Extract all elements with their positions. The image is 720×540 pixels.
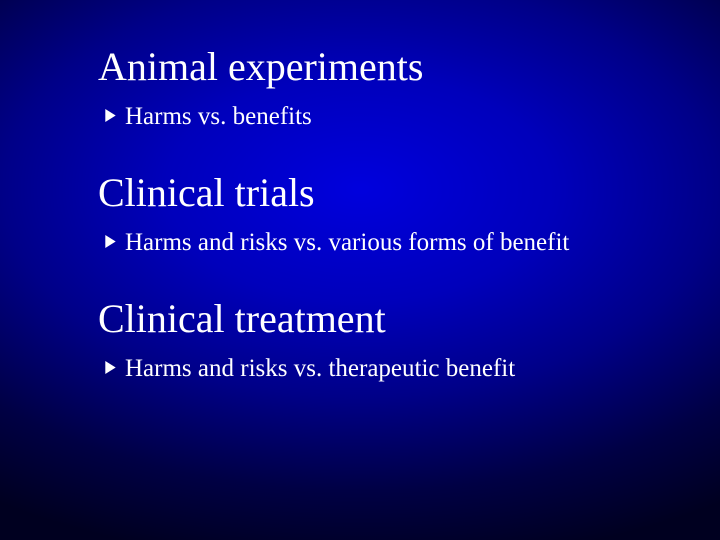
chevron-right-icon — [104, 109, 117, 127]
chevron-right-icon — [104, 361, 117, 379]
bullet-row: Harms and risks vs. therapeutic benefit — [98, 352, 720, 386]
heading-1: Clinical trials — [98, 170, 720, 216]
section-2: Clinical treatment Harms and risks vs. t… — [98, 296, 720, 386]
section-0: Animal experiments Harms vs. benefits — [98, 44, 720, 134]
bullet-text: Harms vs. benefits — [125, 100, 312, 134]
spacer — [98, 154, 720, 170]
slide: Animal experiments Harms vs. benefits Cl… — [0, 0, 720, 540]
bullet-text: Harms and risks vs. various forms of ben… — [125, 226, 569, 260]
heading-2: Clinical treatment — [98, 296, 720, 342]
bullet-row: Harms vs. benefits — [98, 100, 720, 134]
chevron-right-icon — [104, 235, 117, 253]
bullet-row: Harms and risks vs. various forms of ben… — [98, 226, 720, 260]
heading-0: Animal experiments — [98, 44, 720, 90]
spacer — [98, 280, 720, 296]
bullet-text: Harms and risks vs. therapeutic benefit — [125, 352, 515, 386]
section-1: Clinical trials Harms and risks vs. vari… — [98, 170, 720, 260]
